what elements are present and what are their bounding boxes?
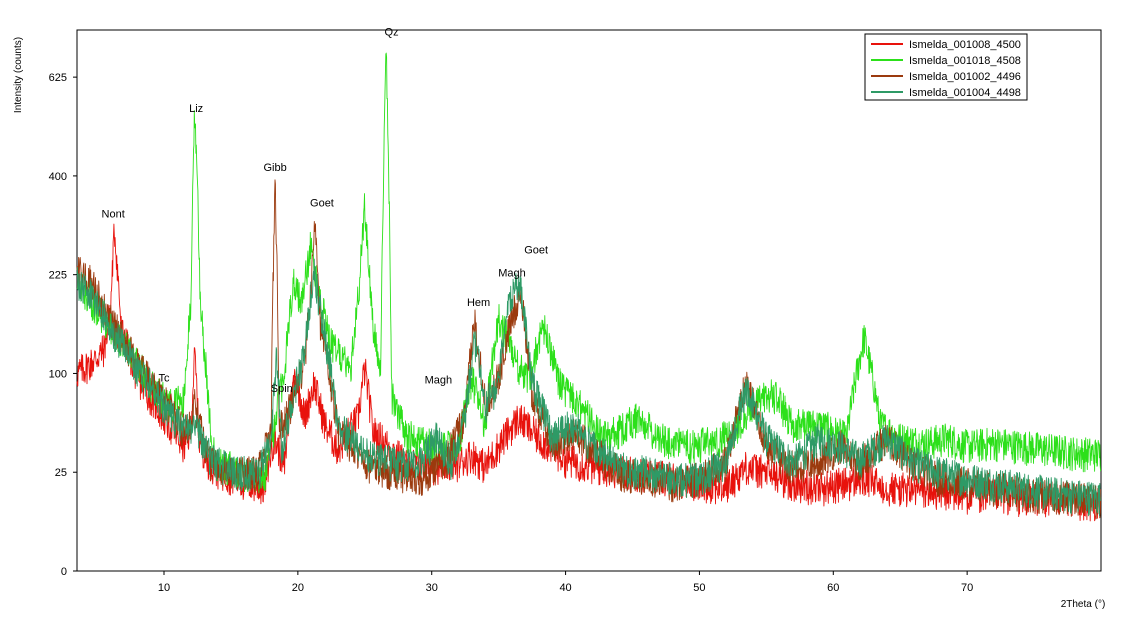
y-tick-label: 100 [49, 368, 67, 380]
tick-layer: 10 20 30 40 50 60 70 0 25 100 225 400 625 [49, 72, 974, 594]
peak-annotation: Spin [271, 383, 293, 395]
peak-annotation: Goet [310, 198, 334, 210]
peak-annotation: Qz [385, 26, 399, 38]
legend-items: Ismelda_001008_4500 Ismelda_001018_4508 Is… [871, 39, 1021, 99]
peak-annotation: Hem [467, 297, 490, 309]
x-tick-label: 10 [158, 582, 170, 594]
y-tick-label: 0 [61, 566, 67, 578]
x-axis-label: 2Theta (°) [1061, 599, 1106, 610]
peak-annotation: Magh [498, 268, 526, 280]
peak-annotation: Liz [189, 103, 203, 115]
x-tick-label: 20 [292, 582, 304, 594]
legend-label: Ismelda_001008_4500 [909, 39, 1021, 51]
peak-annotation: Magh [425, 375, 453, 387]
legend-label: Ismelda_001002_4496 [909, 71, 1021, 83]
x-tick-label: 40 [559, 582, 571, 594]
y-tick-label: 225 [49, 270, 67, 282]
x-tick-label: 70 [961, 582, 973, 594]
peak-annotation: Gibb [263, 162, 286, 174]
peak-annotation: Goet [524, 245, 548, 257]
series-line [76, 258, 1102, 517]
y-tick-label: 625 [49, 72, 67, 84]
x-tick-label: 60 [827, 582, 839, 594]
peak-annotation: Tc [159, 373, 171, 385]
annotation-layer: Nont Tc Liz Gibb Spin Goet Qz Magh Hem Magh Goet [102, 26, 549, 395]
y-tick-label: 400 [49, 171, 67, 183]
peak-annotation: Nont [102, 209, 125, 221]
x-tick-label: 30 [426, 582, 438, 594]
y-axis-label: Intensity (counts) [13, 37, 24, 113]
series-layer [76, 52, 1102, 522]
x-tick-label: 50 [693, 582, 705, 594]
plot-frame [76, 29, 1102, 572]
legend-label: Ismelda_001018_4508 [909, 55, 1021, 67]
legend-label: Ismelda_001004_4498 [909, 87, 1021, 99]
legend: Ismelda_001008_4500 Ismelda_001018_4508 Is… [864, 33, 1028, 101]
y-tick-label: 25 [55, 467, 67, 479]
